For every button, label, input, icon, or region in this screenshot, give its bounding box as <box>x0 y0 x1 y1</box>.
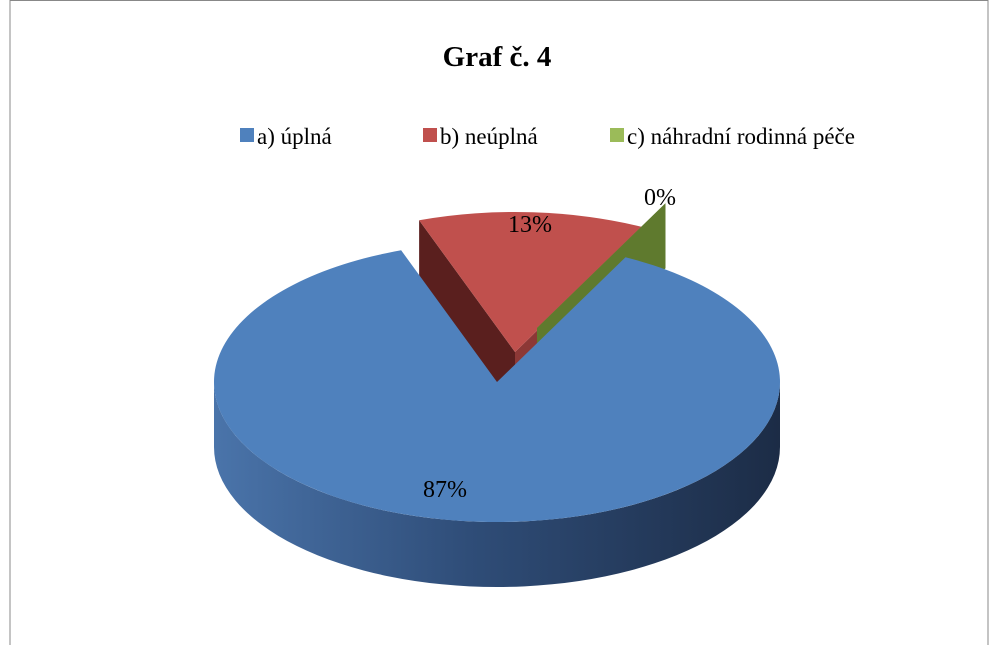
legend-label: c) náhradní rodinná péče <box>627 124 855 149</box>
data-label: 13% <box>508 212 552 238</box>
chart-title: Graf č. 4 <box>443 41 552 73</box>
data-label: 87% <box>423 477 467 503</box>
legend: a) úplná b) neúplná c) náhradní rodinná pé… <box>240 124 855 149</box>
legend-swatch <box>240 128 254 142</box>
legend-label: a) úplná <box>257 124 332 149</box>
legend-swatch <box>423 128 437 142</box>
slice-top <box>419 211 644 352</box>
legend-swatch <box>610 128 624 142</box>
slice-top <box>213 250 781 523</box>
slice-face <box>419 220 515 417</box>
data-label: 0% <box>644 185 676 211</box>
pie-slice <box>213 250 781 587</box>
legend-label: b) neúplná <box>440 124 538 149</box>
slice-wall <box>214 382 780 587</box>
